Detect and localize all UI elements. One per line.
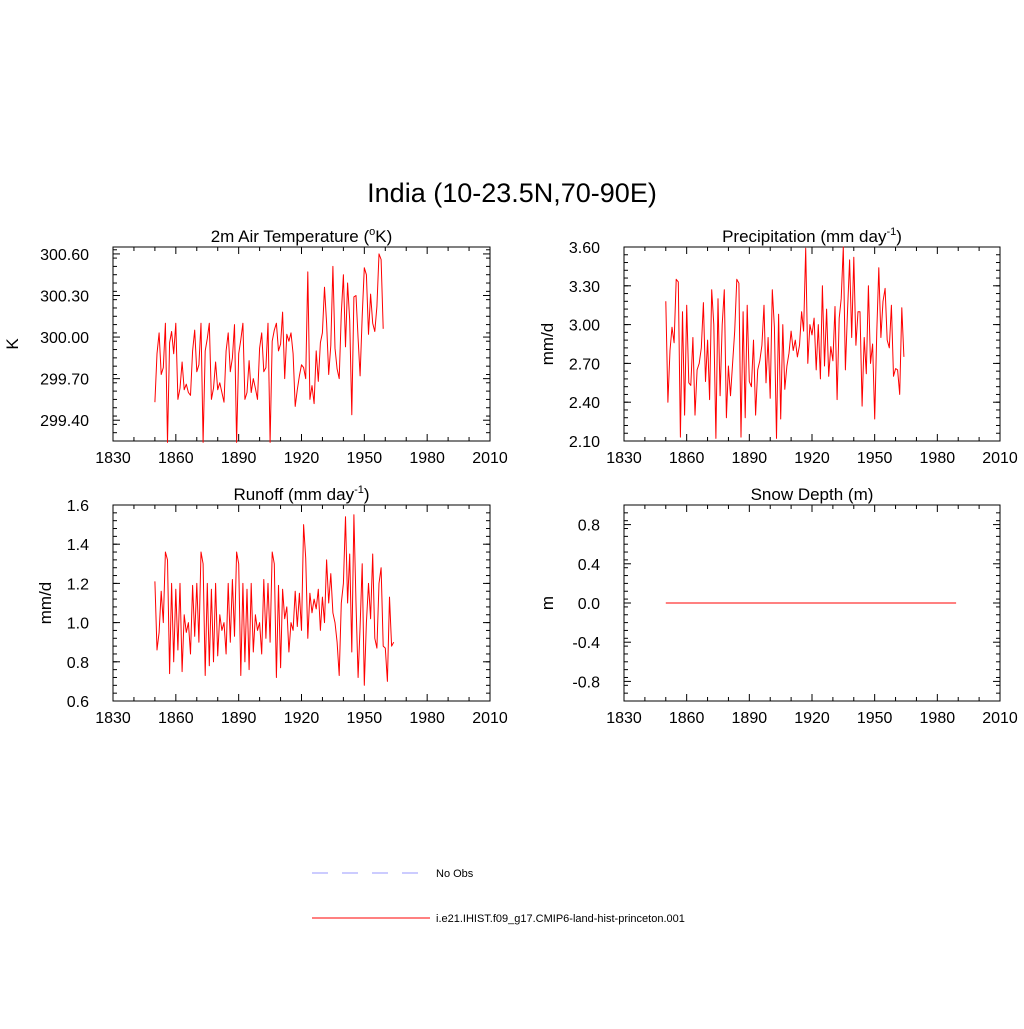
y-tick-label: 3.00 — [569, 318, 600, 335]
x-tick-label: 1920 — [284, 710, 320, 727]
y-tick-label: 300.00 — [40, 330, 89, 347]
panel-title-tail: ) — [896, 227, 902, 246]
panel-title: 2m Air Temperature (oK) — [211, 226, 393, 246]
x-tick-label: 2010 — [472, 450, 508, 467]
y-axis-label: m — [538, 596, 557, 610]
y-tick-label: 0.8 — [578, 518, 600, 535]
panel-title-superscript: -1 — [886, 226, 896, 238]
y-tick-label: 0.0 — [578, 596, 600, 613]
temperature-panel: 2m Air Temperature (oK) K 1830 1860 1890 1920… — [3, 226, 508, 467]
y-tick-label: 1.4 — [67, 537, 89, 554]
y-tick-label: 0.6 — [67, 694, 89, 711]
x-tick-label: 1920 — [284, 450, 320, 467]
y-tick-label: 3.60 — [569, 240, 600, 257]
y-tick-label: 300.60 — [40, 247, 89, 264]
series-line-model — [154, 253, 384, 443]
series-line-model — [154, 514, 395, 686]
y-axis-label: K — [3, 338, 22, 350]
y-tick-label: 2.10 — [569, 434, 600, 451]
x-tick-label: 1980 — [409, 710, 445, 727]
x-tick-label: 1830 — [95, 710, 131, 727]
panel-title-main: Snow Depth (m) — [751, 485, 874, 504]
x-tick-label: 1890 — [732, 710, 768, 727]
y-tick-label: -0.8 — [572, 674, 600, 691]
legend-obs-label: No Obs — [436, 868, 474, 880]
x-tick-label: 1950 — [347, 710, 383, 727]
y-tick-label: 2.70 — [569, 356, 600, 373]
x-tick-label: 1950 — [857, 710, 893, 727]
y-axis-label: mm/d — [36, 582, 55, 625]
x-tick-label: 1950 — [857, 450, 893, 467]
panel-title-superscript: -1 — [354, 484, 364, 496]
y-tick-label: 0.8 — [67, 655, 89, 672]
x-tick-label: 1860 — [158, 450, 194, 467]
legend: No Obs i.e21.IHIST.f09_g17.CMIP6-land-hi… — [312, 868, 685, 925]
panel-title-tail: ) — [364, 485, 370, 504]
panel-title-superscript: o — [369, 226, 375, 238]
series-line-model — [665, 246, 905, 439]
x-tick-label: 1950 — [347, 450, 383, 467]
panel-title: Precipitation (mm day-1) — [722, 226, 902, 246]
runoff-panel: Runoff (mm day-1) mm/d 1830 1860 1890 1920 195… — [36, 484, 508, 727]
panel-title-tail: K) — [375, 227, 392, 246]
x-tick-label: 1890 — [221, 450, 257, 467]
x-tick-label: 2010 — [982, 450, 1018, 467]
y-tick-label: 299.40 — [40, 413, 89, 430]
x-tick-label: 2010 — [982, 710, 1018, 727]
y-tick-label: 2.40 — [569, 395, 600, 412]
y-tick-label: 299.70 — [40, 372, 89, 389]
x-tick-label: 1860 — [158, 710, 194, 727]
y-tick-label: 1.2 — [67, 576, 89, 593]
x-tick-label: 1980 — [409, 450, 445, 467]
x-tick-label: 1920 — [794, 710, 830, 727]
panel-title-main: Precipitation (mm day — [722, 227, 887, 246]
x-tick-label: 1980 — [920, 710, 956, 727]
x-tick-label: 1890 — [732, 450, 768, 467]
panel-title-main: 2m Air Temperature ( — [211, 227, 370, 246]
page-title: India (10-23.5N,70-90E) — [367, 178, 657, 208]
y-tick-label: 1.0 — [67, 616, 89, 633]
x-tick-label: 1860 — [669, 450, 705, 467]
y-tick-label: 3.30 — [569, 279, 600, 296]
snow-depth-panel: Snow Depth (m) m 1830 1860 1890 1920 1950 1980 2… — [538, 485, 1018, 727]
y-tick-label: 1.6 — [67, 498, 89, 515]
panel-title: Snow Depth (m) — [751, 485, 874, 504]
x-tick-label: 1920 — [794, 450, 830, 467]
y-tick-label: 300.30 — [40, 289, 89, 306]
y-axis-label: mm/d — [538, 323, 557, 366]
y-tick-label: -0.4 — [572, 635, 600, 652]
legend-model-label: i.e21.IHIST.f09_g17.CMIP6-land-hist-prin… — [436, 913, 685, 925]
x-tick-label: 1830 — [606, 450, 642, 467]
x-tick-label: 1860 — [669, 710, 705, 727]
x-tick-label: 1830 — [95, 450, 131, 467]
x-tick-label: 1890 — [221, 710, 257, 727]
x-tick-label: 1980 — [920, 450, 956, 467]
x-tick-label: 2010 — [472, 710, 508, 727]
precipitation-panel: Precipitation (mm day-1) mm/d 1830 1860 1890… — [538, 226, 1018, 467]
y-tick-label: 0.4 — [578, 557, 600, 574]
panel-title: Runoff (mm day-1) — [233, 484, 369, 504]
panel-title-main: Runoff (mm day — [233, 485, 354, 504]
x-tick-label: 1830 — [606, 710, 642, 727]
